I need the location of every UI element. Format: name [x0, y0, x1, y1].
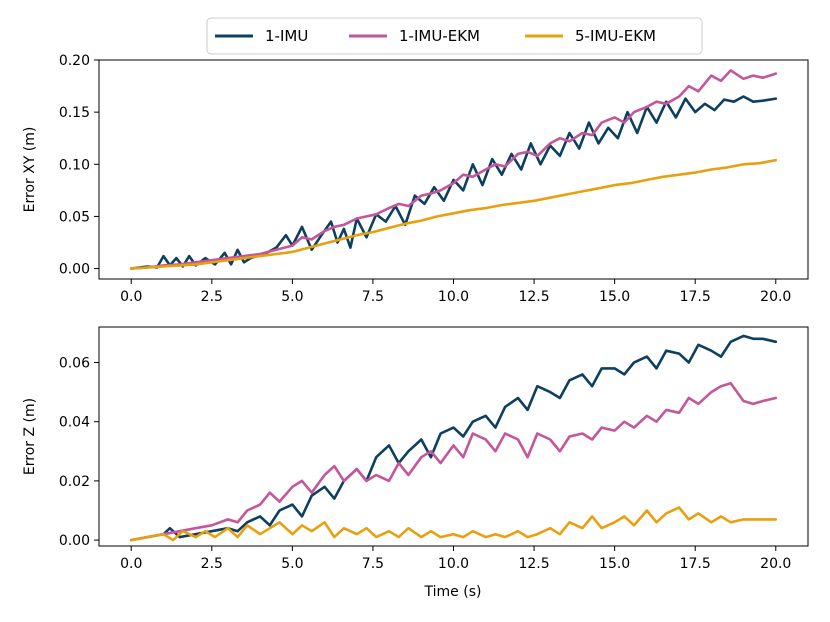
series-line-1-imu-ekm	[129, 381, 778, 542]
x-tick-label: 15.0	[599, 556, 630, 572]
x-tick-label: 12.5	[518, 289, 549, 305]
series-line-5-imu-ekm	[129, 506, 778, 542]
x-tick-label: 2.5	[201, 289, 223, 305]
y-tick-label: 0.10	[59, 157, 90, 173]
x-tick-label: 15.0	[599, 289, 630, 305]
x-tick-label: 10.0	[438, 289, 469, 305]
y-tick-label: 0.02	[59, 474, 90, 490]
y-tick-label: 0.20	[59, 53, 90, 69]
series-line-1-imu	[129, 334, 778, 542]
x-tick-label: 5.0	[281, 556, 303, 572]
plot-frame	[98, 59, 809, 280]
x-tick-label: 10.0	[438, 556, 469, 572]
x-tick-label: 5.0	[281, 289, 303, 305]
legend-label: 1-IMU	[265, 27, 308, 45]
legend-entry-1-imu: 1-IMU	[215, 27, 308, 45]
x-tick-label: 0.0	[120, 556, 142, 572]
y-tick-label: 0.15	[59, 105, 90, 121]
y-tick-label: 0.06	[59, 356, 90, 372]
y-axis-label: Error XY (m)	[22, 127, 38, 213]
legend-entry-5-imu-ekm: 5-IMU-EKM	[525, 27, 656, 45]
series-line-1-imu-ekm	[129, 69, 778, 270]
y-tick-label: 0.00	[59, 533, 90, 549]
legend-label: 5-IMU-EKM	[575, 27, 656, 45]
x-tick-label: 12.5	[518, 556, 549, 572]
panel-2: 0.0 2.5 5.0 7.5 10.0 12.5 15.0 17.5 20.0 0.00 0.02…	[22, 326, 809, 572]
plot-frame	[98, 326, 809, 547]
x-tick-label: 17.5	[680, 556, 711, 572]
x-tick-label: 20.0	[760, 289, 791, 305]
legend: 1-IMU 1-IMU-EKM 5-IMU-EKM	[206, 17, 703, 55]
series-line-1-imu	[129, 95, 778, 270]
x-axis-label: Time (s)	[424, 584, 482, 600]
y-tick-label: 0.05	[59, 209, 90, 225]
legend-entry-1-imu-ekm: 1-IMU-EKM	[349, 27, 480, 45]
legend-label: 1-IMU-EKM	[399, 27, 480, 45]
y-tick-label: 0.00	[59, 262, 90, 278]
panel-1: 0.0 2.5 5.0 7.5 10.0 12.5 15.0 17.5 20.0 0.00 0.05…	[22, 53, 809, 305]
legend-box	[206, 17, 703, 55]
x-tick-label: 20.0	[760, 556, 791, 572]
series-line-5-imu-ekm	[129, 158, 778, 270]
y-tick-label: 0.04	[59, 415, 90, 431]
y-axis-label: Error Z (m)	[22, 398, 38, 475]
x-tick-label: 0.0	[120, 289, 142, 305]
x-tick-label: 7.5	[362, 556, 384, 572]
x-tick-label: 2.5	[201, 556, 223, 572]
x-tick-label: 17.5	[680, 289, 711, 305]
x-tick-label: 7.5	[362, 289, 384, 305]
